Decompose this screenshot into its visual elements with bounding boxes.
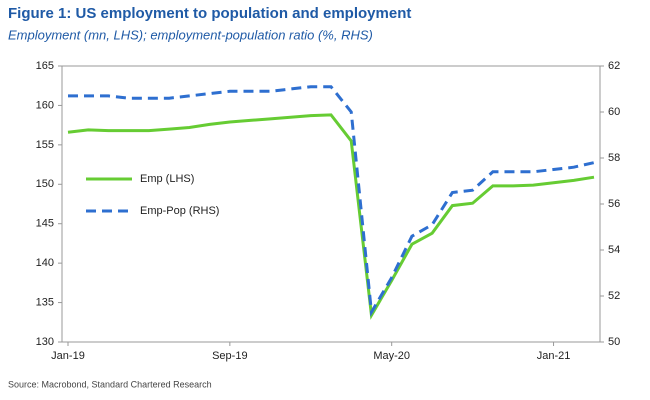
x-tick-label: Jan-21 bbox=[537, 350, 571, 362]
y2-tick-label: 50 bbox=[608, 336, 620, 348]
y2-tick-label: 58 bbox=[608, 152, 620, 164]
y2-tick-label: 60 bbox=[608, 106, 620, 118]
y-tick-label: 135 bbox=[36, 296, 54, 308]
legend-label: Emp-Pop (RHS) bbox=[140, 205, 219, 217]
y2-tick-label: 62 bbox=[608, 60, 620, 72]
series-line bbox=[67, 113, 595, 320]
x-tick-label: Jan-19 bbox=[51, 350, 85, 362]
y-tick-label: 140 bbox=[36, 257, 54, 269]
source-note: Source: Macrobond, Standard Chartered Re… bbox=[8, 379, 212, 389]
y2-tick-label: 52 bbox=[608, 290, 620, 302]
chart-subtitle: Employment (mn, LHS); employment-populat… bbox=[8, 27, 373, 42]
series-line bbox=[68, 85, 595, 317]
legend-label: Emp (LHS) bbox=[140, 173, 194, 185]
y-tick-label: 165 bbox=[36, 60, 54, 72]
chart-title: Figure 1: US employment to population an… bbox=[8, 5, 411, 22]
x-tick-label: Sep-19 bbox=[212, 350, 247, 362]
y-tick-label: 150 bbox=[36, 178, 54, 190]
y-tick-label: 160 bbox=[36, 99, 54, 111]
y-tick-label: 145 bbox=[36, 218, 54, 230]
y-tick-label: 130 bbox=[36, 336, 54, 348]
y-tick-label: 155 bbox=[36, 139, 54, 151]
x-tick-label: May-20 bbox=[373, 350, 410, 362]
y2-tick-label: 56 bbox=[608, 198, 620, 210]
y2-tick-label: 54 bbox=[608, 244, 620, 256]
